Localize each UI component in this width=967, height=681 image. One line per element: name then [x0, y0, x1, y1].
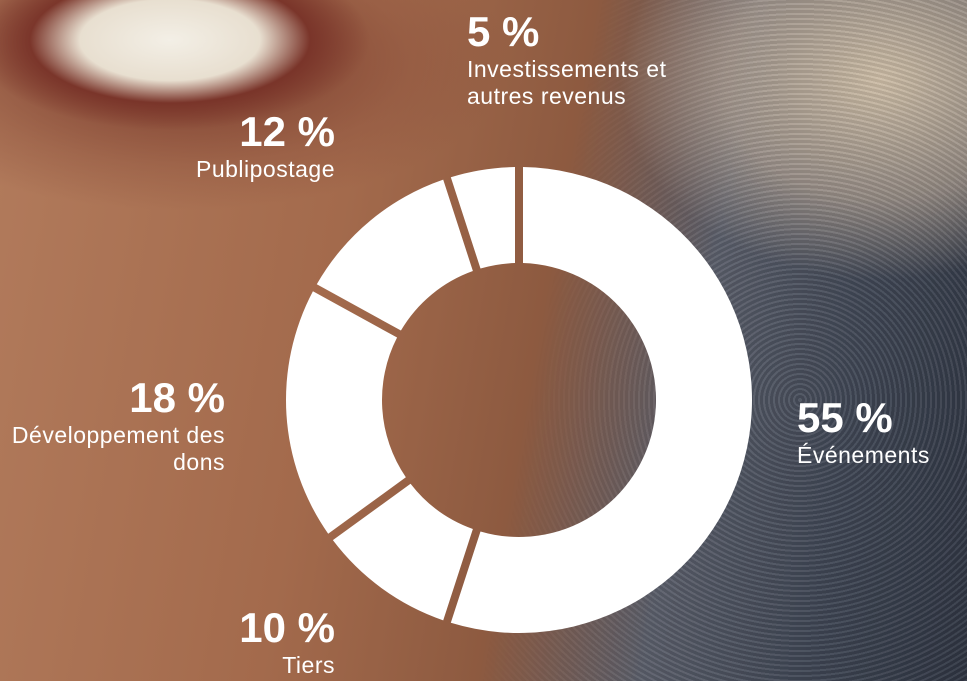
value-label: 5 % — [467, 8, 540, 55]
segment-label: 12 % Publipostage — [95, 108, 335, 183]
category-label: Tiers — [282, 652, 335, 679]
value-label: 10 % — [239, 604, 335, 651]
value-label: 18 % — [129, 374, 225, 421]
donut-segment — [316, 179, 473, 331]
donut-segment — [332, 483, 473, 621]
donut-segment — [450, 167, 752, 633]
category-label: Investissements et autres revenus — [467, 56, 667, 109]
donut-segment — [450, 167, 516, 269]
value-label: 55 % — [797, 394, 893, 441]
segment-label: 18 % Développement des dons — [0, 374, 225, 475]
category-label: Événements — [797, 442, 930, 469]
segment-label: 5 % Investissements et autres revenus — [467, 8, 707, 109]
value-label: 12 % — [239, 108, 335, 155]
category-label: Publipostage — [196, 156, 335, 183]
donut-segment — [285, 291, 406, 534]
segment-label: 55 % Événements — [797, 394, 967, 469]
segment-label: 10 % Tiers — [135, 604, 335, 679]
category-label: Développement des dons — [11, 422, 225, 475]
